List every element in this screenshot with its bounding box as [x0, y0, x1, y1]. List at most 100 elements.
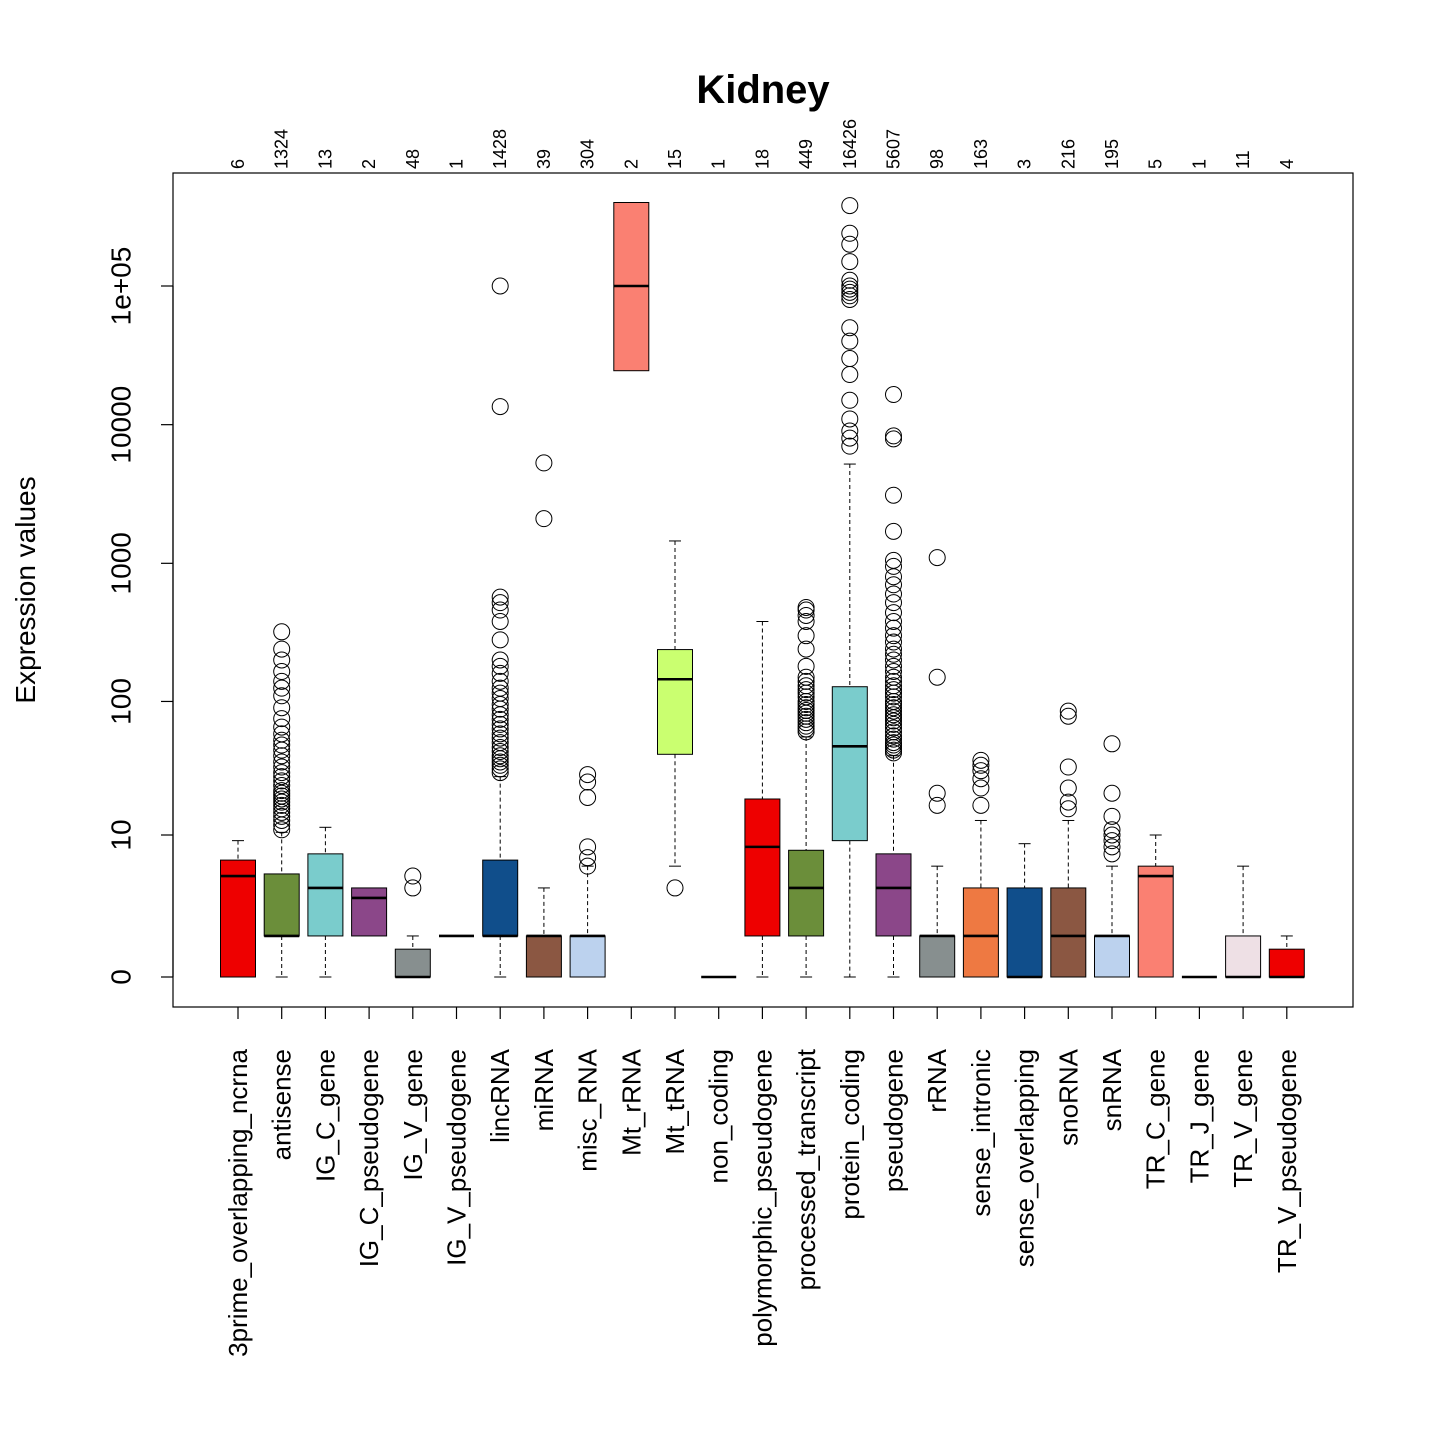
box [307, 853, 344, 937]
outlier-point [491, 760, 509, 778]
outlier-point [273, 687, 291, 705]
outlier-point [885, 734, 902, 752]
outlier-point [1059, 707, 1077, 725]
outlier-point [579, 773, 597, 791]
x-tick-label: TR_V_pseudogene [1272, 1049, 1302, 1273]
outlier-point [841, 366, 859, 384]
count-label: 304 [578, 139, 598, 169]
box [962, 887, 999, 978]
outlier-point [885, 668, 902, 686]
outlier-point [797, 699, 815, 717]
box-processed_transcript [788, 598, 825, 978]
count-label: 1324 [272, 129, 292, 169]
outlier-point [885, 702, 902, 720]
outlier-point [404, 879, 422, 897]
outlier-point [841, 391, 859, 409]
outlier-point [928, 796, 946, 814]
outlier-point [273, 796, 291, 814]
outlier-point [797, 598, 815, 616]
count-label: 11 [1233, 150, 1253, 169]
outlier-point [1059, 702, 1077, 720]
outlier-point [273, 623, 291, 641]
outlier-point [535, 510, 553, 528]
outlier-point [1103, 784, 1121, 802]
count-label: 1 [1189, 159, 1209, 169]
x-tick-label: sense_intronic [966, 1049, 996, 1217]
outlier-point [273, 725, 291, 743]
outlier-point [797, 612, 815, 630]
outlier-point [491, 710, 509, 728]
x-tick-label: processed_transcript [791, 1048, 821, 1290]
outlier-point [885, 651, 902, 669]
outlier-point [491, 756, 509, 774]
outlier-point [885, 557, 902, 575]
outlier-point [885, 727, 902, 745]
outlier-point [797, 681, 815, 699]
count-labels: 6 1324 13 2 48 1 1428 39 304 2 15 1 18 449 16426 5607 98… [228, 119, 1297, 169]
outlier-point [491, 747, 509, 765]
outlier-point [491, 743, 509, 761]
outlier-point [579, 789, 597, 807]
count-label: 216 [1058, 139, 1078, 169]
outlier-point [273, 640, 291, 658]
outlier-point [928, 549, 946, 567]
outlier-point [273, 710, 291, 728]
count-label: 5 [1146, 159, 1166, 169]
count-label: 163 [971, 139, 991, 169]
box [263, 873, 300, 937]
box [394, 948, 431, 978]
outlier-point [273, 811, 291, 829]
x-tick-label: lincRNA [485, 1048, 515, 1143]
count-label: 16426 [840, 119, 860, 169]
box [1137, 865, 1174, 978]
x-tick-label: TR_C_gene [1141, 1049, 1171, 1189]
outlier-point [928, 668, 946, 686]
outlier-point [491, 277, 509, 295]
box-lincRNA [482, 277, 519, 978]
box [744, 798, 781, 937]
outlier-point [491, 684, 509, 702]
x-tick-label: IG_C_pseudogene [354, 1049, 384, 1267]
box [220, 859, 256, 978]
outlier-point [273, 679, 291, 697]
outlier-point [841, 235, 859, 253]
outlier-point [1059, 758, 1077, 776]
outlier-point [885, 681, 902, 699]
outlier-point [1103, 826, 1121, 844]
outlier-point [579, 766, 597, 784]
outlier-point [841, 429, 859, 447]
count-label: 195 [1102, 139, 1122, 169]
box-protein_coding [831, 197, 868, 978]
outlier-point [885, 427, 902, 445]
box-Mt_tRNA [657, 540, 693, 897]
count-label: 39 [534, 149, 554, 169]
outlier-point [273, 747, 291, 765]
box [1006, 887, 1043, 978]
outlier-point [885, 677, 902, 695]
outlier-point [273, 793, 291, 811]
count-label: 2 [359, 159, 379, 169]
x-tick-label: IG_V_pseudogene [442, 1049, 472, 1266]
outlier-point [972, 779, 990, 797]
outlier-point [885, 663, 902, 681]
y-tick-label: 10000 [105, 386, 136, 464]
outlier-point [841, 422, 859, 440]
x-tick-label: misc_RNA [573, 1048, 603, 1171]
outlier-point [579, 838, 597, 856]
x-tick-label: sense_overlapping [1010, 1049, 1040, 1267]
outlier-point [491, 631, 509, 649]
outlier-point [1059, 800, 1077, 818]
box-misc_RNA [569, 766, 606, 978]
outlier-point [885, 522, 902, 540]
outlier-point [1103, 735, 1121, 753]
outlier-point [885, 633, 902, 651]
outlier-point [1103, 807, 1121, 825]
outlier-point [797, 640, 815, 658]
outlier-point [273, 768, 291, 786]
outlier-point [491, 398, 509, 416]
box-snRNA [1094, 735, 1130, 978]
count-label: 6 [228, 159, 248, 169]
outlier-point [535, 454, 553, 472]
box-polymorphic_pseudogene [744, 620, 781, 978]
box [1225, 935, 1262, 978]
